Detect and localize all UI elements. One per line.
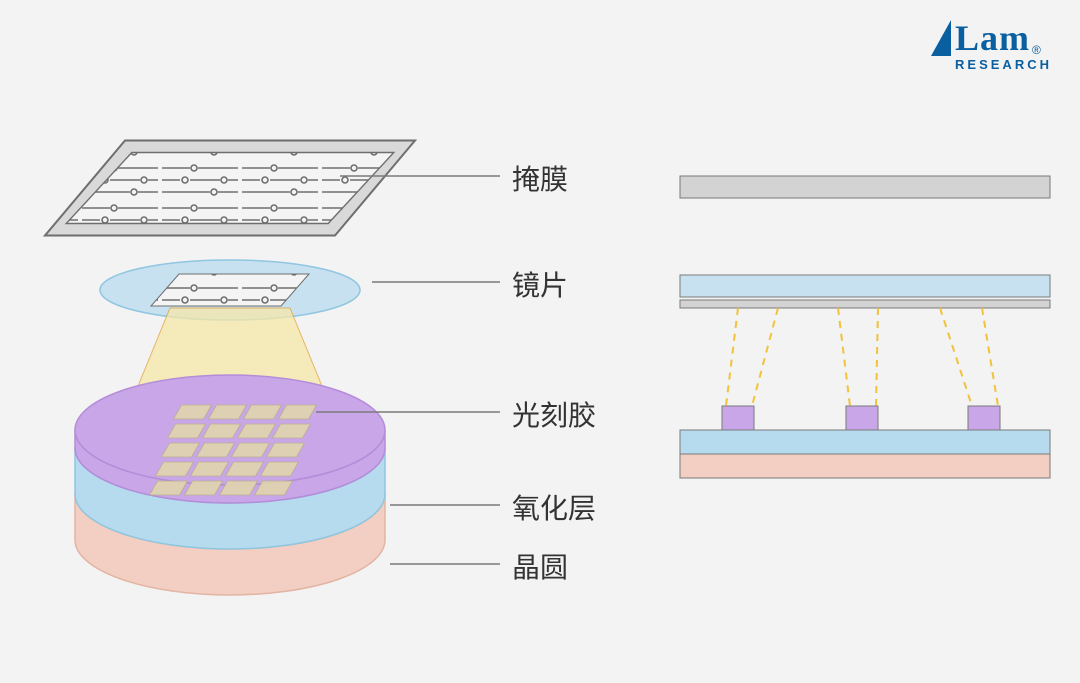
- lens-pattern: [151, 274, 309, 306]
- cross-lens: [680, 275, 1050, 297]
- cross-ray-1a: [838, 308, 850, 406]
- cross-ray-2b: [982, 308, 998, 406]
- cross-ray-1b: [876, 308, 878, 406]
- label-mask: 掩膜: [512, 158, 568, 198]
- label-wafer: 晶圆: [512, 546, 568, 586]
- cross-mask: [680, 176, 1050, 198]
- cross-wafer: [680, 454, 1050, 478]
- label-lens: 镜片: [512, 264, 568, 304]
- cross-oxide: [680, 430, 1050, 454]
- cross-ray-0b: [752, 308, 778, 406]
- label-resist: 光刻胶: [512, 394, 596, 434]
- cross-lens-base: [680, 300, 1050, 308]
- cross-resist-1: [846, 406, 878, 430]
- cross-ray-2a: [940, 308, 972, 406]
- cross-resist-2: [968, 406, 1000, 430]
- label-oxide: 氧化层: [512, 487, 596, 527]
- cross-resist-0: [722, 406, 754, 430]
- cross-ray-0a: [726, 308, 738, 406]
